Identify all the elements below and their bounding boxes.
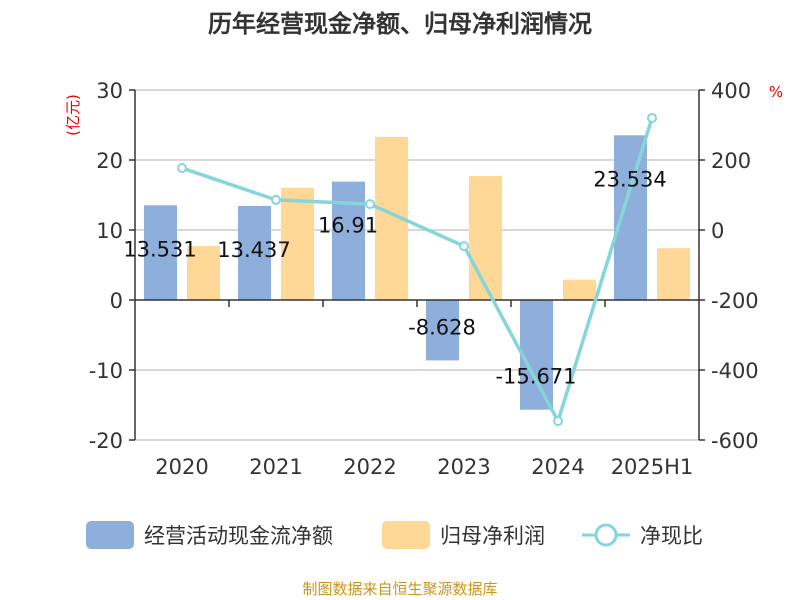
legend-swatch-profit [382,521,430,549]
x-tick-label: 2020 [155,455,208,479]
data-label-cashflow: -15.671 [495,365,576,389]
data-label-cashflow: -8.628 [408,315,476,339]
y-axis-left-label: (亿元) [64,94,82,136]
y-right-tick-label: 200 [711,149,751,173]
y-left-tick-label: 20 [96,149,123,173]
y-left-tick-label: 10 [96,219,123,243]
legend-swatch-cashflow [86,521,134,549]
bar-profit [281,188,314,300]
bar-profit [657,248,690,300]
y-left-tick-label: 0 [110,289,123,313]
bar-cashflow [238,205,271,300]
x-tick-label: 2022 [343,455,396,479]
legend-label-profit: 归母净利润 [440,524,545,548]
point-ratio [271,194,281,205]
line-ratio [181,117,654,426]
legend-label-cashflow: 经营活动现金流净额 [144,524,333,548]
bar-profit [187,246,220,300]
bar-cashflow [614,135,647,300]
data-label-cashflow: 16.91 [318,214,378,238]
y-left-tick-label: -20 [89,429,123,453]
legend-label-ratio: 净现比 [640,524,703,548]
bar-cashflow [426,300,459,361]
point-ratio [647,113,657,123]
point-ratio [177,163,187,174]
y-right-tick-label: -400 [711,359,759,383]
y-right-tick-label: 0 [711,219,724,243]
legend-marker-ratio [594,523,618,547]
x-tick-label: 2023 [437,455,490,479]
bar-cashflow [144,205,177,300]
x-tick-label: 2025H1 [611,455,694,479]
y-right-tick-label: -600 [711,429,759,453]
y-axis-right-label: % [769,83,783,101]
data-label-cashflow: 13.437 [217,238,290,262]
point-ratio [365,199,375,210]
x-tick-label: 2021 [249,455,302,479]
y-left-tick-label: 30 [96,79,123,103]
bar-cashflow [520,300,553,410]
y-right-tick-label: 400 [711,79,751,103]
bar-profit [563,279,596,300]
y-right-tick-label: -200 [711,289,759,313]
point-ratio [459,241,469,252]
source-note: 制图数据来自恒生聚源数据库 [302,580,497,598]
point-ratio [553,416,563,427]
bar-cashflow [332,181,365,300]
x-tick-label: 2024 [531,455,584,479]
data-label-cashflow: 13.531 [123,237,196,261]
chart-title: 历年经营现金净额、归母净利润情况 [208,10,592,38]
data-label-cashflow: 23.534 [593,167,666,191]
bar-profit [469,176,502,300]
y-left-tick-label: -10 [89,359,123,383]
legend: 经营活动现金流净额 归母净利润 净现比 [86,521,703,549]
